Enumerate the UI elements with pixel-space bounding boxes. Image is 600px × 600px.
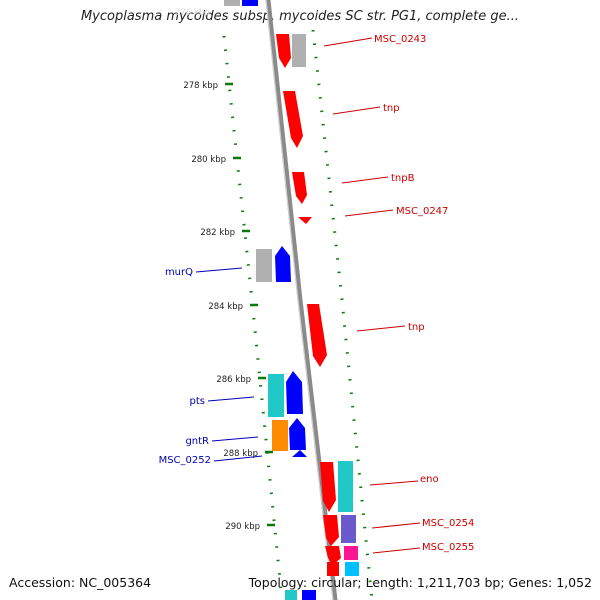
gene-tnp-1-leader — [332, 106, 381, 115]
gene-msc-0252[interactable] — [292, 450, 307, 457]
gene-gntr-label[interactable]: gntR — [185, 436, 209, 447]
genome-summary: Topology: circular; Length: 1,211,703 bp… — [248, 575, 592, 590]
svg-text:290 kbp: 290 kbp — [225, 522, 260, 532]
gene-msc-0247-leader — [344, 209, 394, 217]
gene-eno-label[interactable]: eno — [420, 474, 439, 485]
gene-partial-bottom-reverse[interactable] — [285, 590, 316, 600]
gene-eno-leader — [369, 480, 419, 486]
gene-partial-bottom-forward[interactable] — [327, 562, 359, 576]
gene-tnp-2-leader — [356, 325, 406, 332]
accession-label: Accession: NC_005364 — [9, 575, 152, 590]
tick-286: 286 kbp — [216, 375, 266, 385]
gene-tnpb-leader — [341, 176, 389, 184]
gene-gntr[interactable] — [272, 418, 306, 451]
gene-partial-blue[interactable] — [242, 0, 258, 6]
genome-title: Mycoplasma mycoides subsp. mycoides SC s… — [80, 9, 520, 24]
tick-label-partial: 276 kbp — [175, 8, 210, 18]
gene-pts-label[interactable]: pts — [190, 396, 205, 407]
gene-pts[interactable] — [268, 371, 303, 417]
tick-278: 278 kbp — [183, 81, 233, 91]
svg-text:278 kbp: 278 kbp — [183, 81, 218, 91]
tick-284: 284 kbp — [208, 302, 258, 312]
tick-290: 290 kbp — [225, 522, 275, 532]
svg-text:282 kbp: 282 kbp — [200, 228, 235, 238]
gene-murq[interactable] — [256, 246, 291, 282]
gene-tnp-2[interactable] — [307, 304, 327, 367]
gene-tnp-2-label[interactable]: tnp — [408, 322, 425, 333]
gene-gntr-leader — [211, 436, 259, 442]
svg-text:280 kbp: 280 kbp — [191, 155, 226, 165]
forward-guide-track — [311, 29, 374, 600]
svg-text:284 kbp: 284 kbp — [208, 302, 243, 312]
gene-msc-0255-label[interactable]: MSC_0255 — [422, 542, 474, 553]
gene-eno[interactable] — [320, 461, 353, 512]
gene-partial-gray[interactable] — [224, 0, 240, 6]
tick-280: 280 kbp — [191, 155, 241, 165]
gene-msc-0254[interactable] — [323, 515, 356, 546]
gene-tnpb-label[interactable]: tnpB — [391, 173, 415, 184]
gene-murq-leader — [195, 267, 243, 273]
gene-murq-label[interactable]: murQ — [165, 267, 193, 278]
gene-tnpb[interactable] — [292, 172, 307, 204]
gene-msc-0254-leader — [371, 522, 421, 529]
gene-msc-0243-leader — [323, 37, 373, 47]
gene-tnp-1-label[interactable]: tnp — [383, 103, 400, 114]
svg-text:286 kbp: 286 kbp — [216, 375, 251, 385]
gene-msc-0254-label[interactable]: MSC_0254 — [422, 518, 474, 529]
tick-282: 282 kbp — [200, 228, 250, 238]
gene-msc-0255-leader — [372, 547, 421, 554]
gene-msc-0243-label[interactable]: MSC_0243 — [374, 34, 426, 45]
genome-backbone — [265, 0, 338, 600]
gene-pts-leader — [207, 396, 255, 402]
gene-msc-0247[interactable] — [298, 217, 312, 224]
reverse-guide-track — [222, 35, 284, 600]
gene-msc-0252-leader — [213, 455, 263, 462]
tick-288: 288 kbp — [223, 449, 273, 459]
genome-backbone-highlight — [265, 0, 334, 600]
gene-msc-0252-label[interactable]: MSC_0252 — [159, 455, 211, 466]
gene-msc-0247-label[interactable]: MSC_0247 — [396, 206, 448, 217]
svg-text:288 kbp: 288 kbp — [223, 449, 258, 459]
gene-msc-0243[interactable] — [276, 34, 306, 68]
gene-tnp-1[interactable] — [283, 91, 303, 148]
gene-msc-0255[interactable] — [325, 546, 358, 565]
